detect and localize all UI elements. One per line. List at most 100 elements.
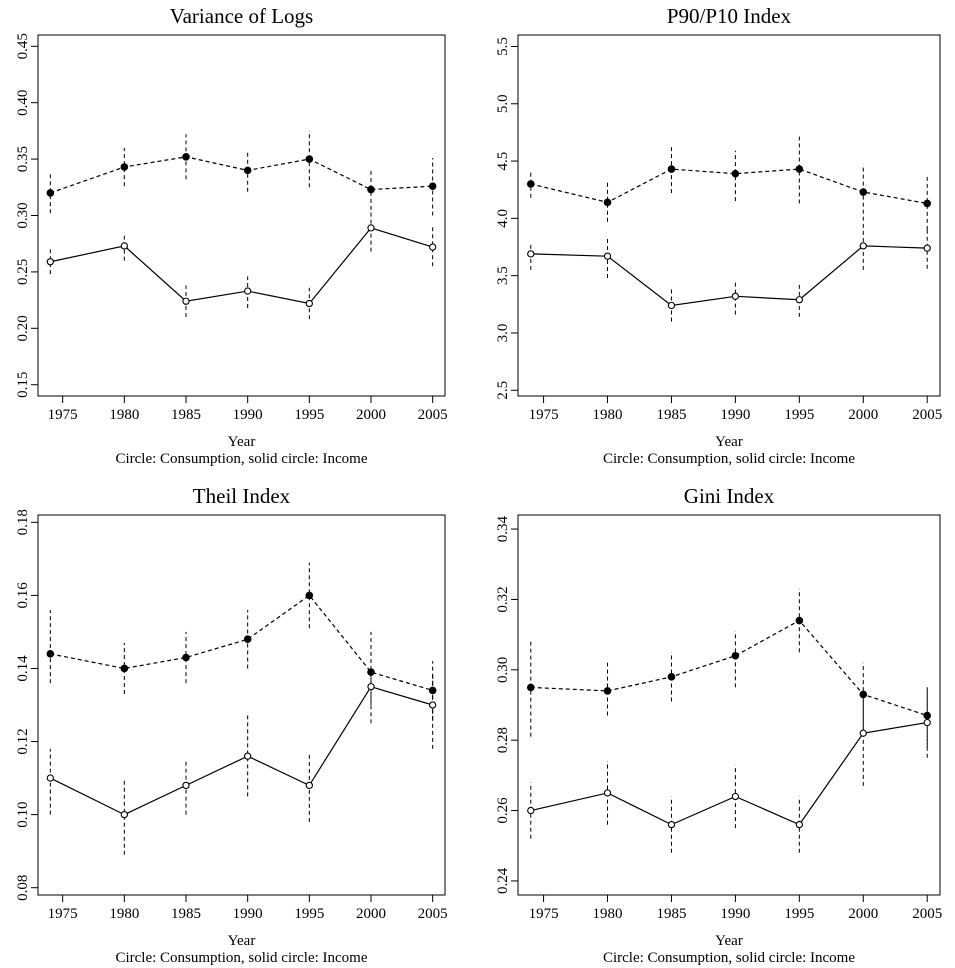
consumption-point xyxy=(859,729,867,737)
x-tick-label: 2000 xyxy=(848,407,878,423)
y-tick-label: 4.5 xyxy=(495,152,511,171)
income-series-line xyxy=(530,619,928,717)
income-point xyxy=(120,163,129,171)
income-point xyxy=(428,182,437,190)
consumption-point xyxy=(923,718,931,727)
income-series xyxy=(46,130,437,216)
income-point xyxy=(120,664,129,673)
x-axis-label: Year xyxy=(228,434,256,450)
consumption-point xyxy=(527,806,535,815)
consumption-point xyxy=(305,781,313,790)
income-point xyxy=(603,687,612,695)
y-tick-label: 3.5 xyxy=(495,266,511,285)
consumption-series xyxy=(527,222,931,322)
income-series xyxy=(526,588,932,748)
y-tick-label: 0.20 xyxy=(15,315,31,341)
x-tick-label: 1995 xyxy=(784,906,814,922)
consumption-series-line xyxy=(50,686,433,816)
consumption-series-line xyxy=(530,245,928,307)
y-tick-label: 2.5 xyxy=(495,381,511,400)
income-point xyxy=(731,169,740,178)
consumption-point xyxy=(46,774,54,782)
income-point xyxy=(243,166,252,175)
consumption-point xyxy=(120,242,128,250)
income-series-line xyxy=(530,168,928,205)
y-tick-label: 0.10 xyxy=(15,801,31,827)
p90-p10-index-panel: P90/P10 Index 1975 1980 1985 1990 1995 2000 200… xyxy=(495,4,942,467)
plot-frame xyxy=(517,34,941,397)
x-tick-label: 2000 xyxy=(356,407,386,423)
y-tick-label: 0.40 xyxy=(15,90,31,116)
y-tick-label: 5.5 xyxy=(495,37,511,56)
consumption-point xyxy=(731,292,740,300)
consumption-point xyxy=(429,701,437,709)
income-point xyxy=(603,198,612,207)
y-tick-label: 0.30 xyxy=(495,657,511,683)
x-tick-label: 2005 xyxy=(912,407,942,423)
x-tick-label: 1990 xyxy=(233,407,263,423)
x-tick-label: 1980 xyxy=(593,407,623,423)
income-point xyxy=(46,650,55,658)
consumption-point xyxy=(429,243,437,251)
consumption-point xyxy=(667,301,676,310)
consumption-series xyxy=(46,206,437,320)
x-tick-label: 1995 xyxy=(294,906,324,922)
income-point xyxy=(526,180,535,188)
income-point xyxy=(731,651,740,660)
consumption-series-line xyxy=(530,722,928,826)
y-tick-label: 3.0 xyxy=(495,324,511,343)
consumption-point xyxy=(305,299,313,308)
y-tick-label: 0.15 xyxy=(15,372,31,398)
income-point xyxy=(46,189,55,197)
y-tick-label: 0.14 xyxy=(15,655,31,682)
x-tick-label: 2000 xyxy=(848,906,878,922)
income-point xyxy=(859,188,868,196)
consumption-point xyxy=(244,752,252,760)
y-tick-label: 0.24 xyxy=(495,867,511,894)
consumption-point xyxy=(367,683,375,691)
x-tick-label: 1995 xyxy=(784,407,814,423)
consumption-point xyxy=(859,242,867,250)
x-tick-label: 1975 xyxy=(48,906,78,922)
y-tick-label: 5.0 xyxy=(495,94,511,113)
y-tick-label: 0.25 xyxy=(15,259,31,285)
y-tick-label: 0.45 xyxy=(15,33,31,59)
x-tick-label: 1990 xyxy=(720,906,750,922)
chart-caption: Circle: Consumption, solid circle: Incom… xyxy=(603,451,855,467)
x-tick-label: 2000 xyxy=(356,906,386,922)
consumption-series xyxy=(527,687,931,853)
x-tick-label: 2005 xyxy=(418,407,448,423)
x-tick-label: 1975 xyxy=(529,407,559,423)
x-tick-label: 1980 xyxy=(109,407,139,423)
y-tick-label: 0.28 xyxy=(495,727,511,753)
x-tick-label: 1990 xyxy=(233,906,263,922)
income-series xyxy=(526,133,932,230)
chart-title: Variance of Logs xyxy=(170,4,313,28)
y-tick-label: 0.32 xyxy=(495,586,511,612)
x-tick-label: 1985 xyxy=(656,906,686,922)
chart-title: Theil Index xyxy=(193,484,291,508)
variance-of-logs-panel: Variance of Logs 1975 1980 1985 1990 1995 2000… xyxy=(15,4,448,467)
y-tick-label: 0.08 xyxy=(15,875,31,901)
y-tick-label: 0.16 xyxy=(15,582,31,609)
consumption-point xyxy=(795,296,803,304)
y-tick-label: 0.18 xyxy=(15,509,31,535)
income-point xyxy=(182,653,190,662)
income-point xyxy=(243,635,252,644)
consumption-point xyxy=(731,792,740,801)
income-point xyxy=(367,185,375,194)
income-point xyxy=(305,591,314,600)
y-tick-label: 0.12 xyxy=(15,728,31,754)
y-tick-label: 0.26 xyxy=(495,797,511,824)
plot-frame xyxy=(37,34,446,397)
chart-caption: Circle: Consumption, solid circle: Incom… xyxy=(115,950,367,966)
y-tick-label: 4.0 xyxy=(495,209,511,228)
x-tick-label: 2005 xyxy=(418,906,448,922)
consumption-point xyxy=(603,252,612,260)
consumption-point xyxy=(367,224,375,232)
income-series xyxy=(46,562,437,720)
income-point xyxy=(859,690,868,699)
y-tick-label: 0.35 xyxy=(15,146,31,172)
income-series-line xyxy=(50,594,433,691)
